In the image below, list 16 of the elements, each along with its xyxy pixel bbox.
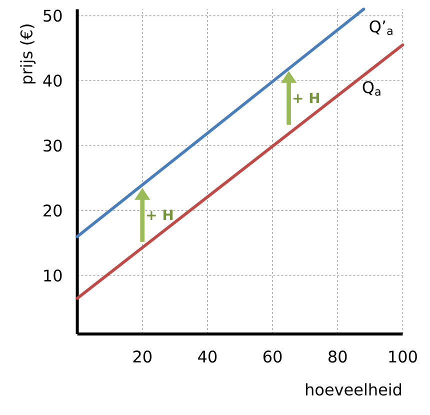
- annotation: + H: [293, 92, 320, 104]
- y-tick-label: 10: [44, 269, 62, 282]
- series-label: Q$_{a}$: [362, 81, 380, 96]
- x-tick-label: 20: [133, 350, 152, 363]
- x-tick-label: 60: [263, 350, 282, 363]
- y-tick-label: 20: [44, 204, 62, 217]
- x-tick-label: 80: [328, 350, 347, 363]
- x-tick-label: 100: [389, 350, 417, 363]
- y-axis-title: prijs (€): [20, 24, 36, 84]
- y-tick-label: 30: [44, 140, 62, 152]
- y-tick-label: 50: [44, 10, 62, 22]
- y-tick-label: 40: [43, 74, 62, 87]
- annotation: + H: [147, 210, 173, 220]
- x-tick-label: 40: [198, 350, 217, 363]
- x-axis-title: hoeveelheid: [306, 383, 402, 396]
- series-label: Q’$_{a}$: [370, 20, 392, 36]
